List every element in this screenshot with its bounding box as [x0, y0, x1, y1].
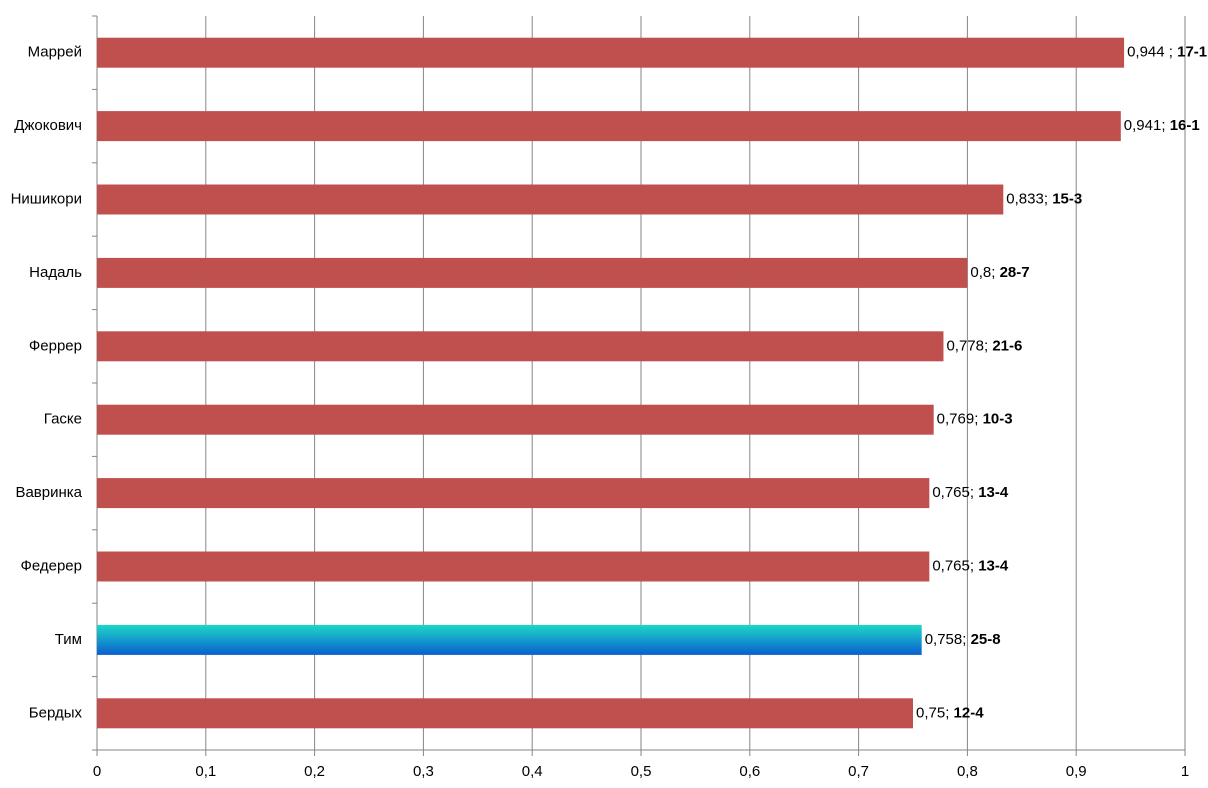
bar: [97, 478, 930, 509]
data-label: 0,833; 15-3: [1006, 190, 1082, 207]
data-label: 0,758; 25-8: [925, 631, 1001, 648]
record-label: 21-6: [992, 337, 1022, 354]
bar: [97, 37, 1125, 68]
y-tick-label: Феррер: [29, 337, 82, 354]
bar: [97, 331, 944, 362]
y-tick-label: Вавринка: [15, 484, 82, 501]
value-label: 0,765;: [932, 557, 974, 574]
data-label: 0,778; 21-6: [946, 337, 1022, 354]
record-label: 10-3: [983, 411, 1013, 428]
data-label: 0,944 ; 17-1: [1127, 44, 1207, 61]
x-tick-label: 0,1: [195, 763, 216, 780]
value-label: 0,941;: [1124, 117, 1166, 134]
record-label: 15-3: [1052, 190, 1082, 207]
bar: [97, 257, 968, 288]
value-label: 0,8;: [970, 264, 995, 281]
bar: [97, 698, 913, 729]
bar: [97, 111, 1121, 142]
value-label: 0,758;: [925, 631, 967, 648]
x-tick-label: 0,5: [631, 763, 652, 780]
value-label: 0,765;: [932, 484, 974, 501]
x-tick-label: 0,6: [739, 763, 760, 780]
record-label: 25-8: [971, 631, 1001, 648]
record-label: 12-4: [954, 704, 985, 721]
y-tick-label: Бердых: [29, 704, 83, 721]
data-label: 0,765; 13-4: [932, 557, 1009, 574]
x-tick-label: 0,2: [304, 763, 325, 780]
x-tick-label: 0,7: [848, 763, 869, 780]
data-label: 0,8; 28-7: [970, 264, 1029, 281]
record-label: 13-4: [978, 557, 1009, 574]
y-tick-label: Нишикори: [11, 190, 82, 207]
value-label: 0,833;: [1006, 190, 1048, 207]
bar: [97, 404, 934, 435]
value-label: 0,769;: [937, 411, 979, 428]
bar: [97, 184, 1004, 215]
record-label: 17-1: [1177, 44, 1207, 61]
x-tick-label: 0: [93, 763, 101, 780]
record-label: 28-7: [1000, 264, 1030, 281]
x-tick-label: 0,4: [522, 763, 543, 780]
y-tick-label: Тим: [55, 631, 82, 648]
record-label: 16-1: [1170, 117, 1200, 134]
record-label: 13-4: [978, 484, 1009, 501]
y-tick-label: Федерер: [20, 557, 82, 574]
data-label: 0,765; 13-4: [932, 484, 1009, 501]
bar: [97, 624, 922, 655]
value-label: 0,778;: [946, 337, 988, 354]
x-tick-label: 1: [1181, 763, 1189, 780]
y-tick-label: Надаль: [29, 264, 82, 281]
data-label: 0,941; 16-1: [1124, 117, 1200, 134]
y-tick-label: Джокович: [14, 117, 82, 134]
x-tick-label: 0,8: [957, 763, 978, 780]
y-tick-label: Маррей: [28, 44, 82, 61]
y-tick-label: Гаске: [44, 411, 82, 428]
x-tick-label: 0,9: [1066, 763, 1087, 780]
x-tick-label: 0,3: [413, 763, 434, 780]
value-label: 0,75;: [916, 704, 949, 721]
data-label: 0,75; 12-4: [916, 704, 984, 721]
bar: [97, 551, 930, 582]
data-label: 0,769; 10-3: [937, 411, 1013, 428]
value-label: 0,944 ;: [1127, 44, 1173, 61]
